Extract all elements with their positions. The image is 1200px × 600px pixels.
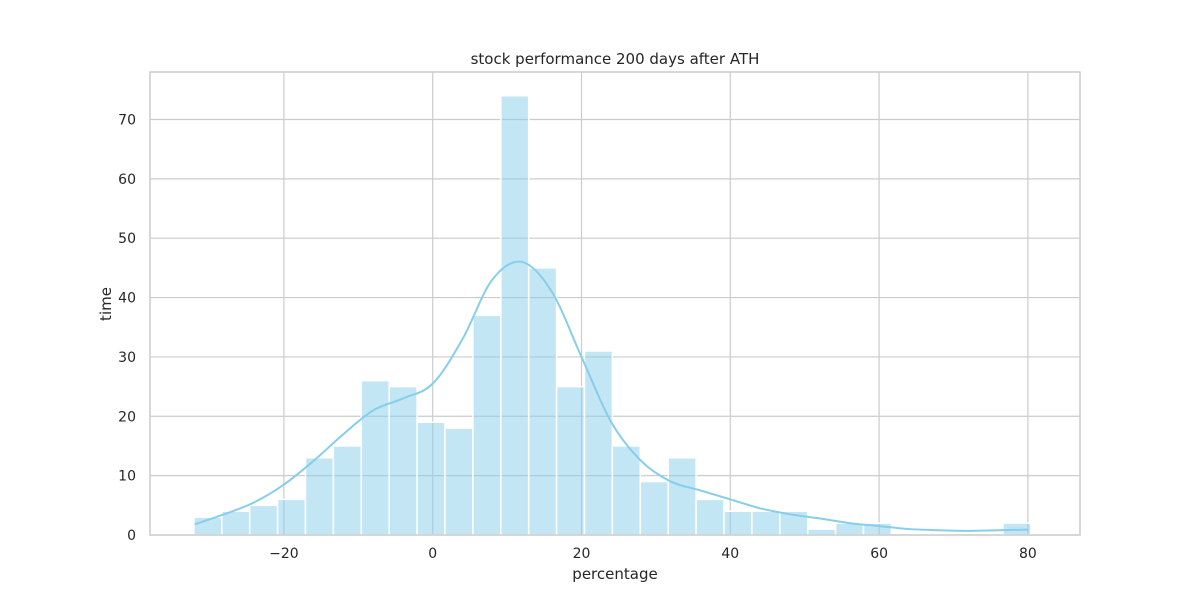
y-tick-label: 40 xyxy=(118,291,136,307)
histogram-bar xyxy=(695,498,725,536)
histogram-bar xyxy=(639,480,669,536)
histogram-bar xyxy=(667,457,697,536)
y-tick-label: 30 xyxy=(118,350,136,366)
y-tick-label: 50 xyxy=(118,231,136,247)
histogram-bar xyxy=(555,385,586,536)
x-axis-label: percentage xyxy=(572,565,657,583)
y-tick-labels: 0 10 20 30 40 50 60 70 xyxy=(118,112,136,544)
y-tick-label: 60 xyxy=(118,172,136,188)
histogram-bar xyxy=(360,379,390,536)
histogram-bar xyxy=(611,445,642,536)
histogram-bar xyxy=(276,498,307,536)
y-axis-label: time xyxy=(97,287,115,321)
histogram-bar xyxy=(500,94,530,536)
histogram-bar xyxy=(723,510,753,536)
histogram-bar xyxy=(583,350,614,536)
histogram-bar xyxy=(304,457,335,536)
y-tick-label: 70 xyxy=(118,112,136,128)
x-tick-label: 60 xyxy=(870,546,888,562)
x-tick-labels: −20 0 20 40 60 80 xyxy=(269,546,1037,562)
y-tick-label: 10 xyxy=(118,469,136,485)
histogram-bar xyxy=(806,528,837,536)
histogram-bar xyxy=(472,314,502,536)
histogram-bar xyxy=(444,427,474,536)
kde-curve xyxy=(194,260,1028,532)
plot-frame xyxy=(149,71,1081,536)
chart-title: stock performance 200 days after ATH xyxy=(471,50,760,68)
x-tick-label: 40 xyxy=(721,546,739,562)
histogram-bar xyxy=(248,504,279,536)
y-tick-label: 0 xyxy=(127,528,136,544)
histogram-bar xyxy=(527,267,558,536)
histogram-bar xyxy=(751,510,781,536)
histogram-bar xyxy=(388,385,418,536)
x-tick-label: 20 xyxy=(573,546,591,562)
grid xyxy=(150,72,1080,536)
histogram-bar xyxy=(221,510,251,536)
y-tick-label: 20 xyxy=(118,409,136,425)
histogram-bar xyxy=(416,421,446,536)
x-tick-label: 0 xyxy=(428,546,437,562)
histogram-bars xyxy=(193,94,1032,536)
x-tick-label: −20 xyxy=(269,546,299,562)
histogram-bar xyxy=(332,445,363,536)
x-tick-label: 80 xyxy=(1019,546,1037,562)
